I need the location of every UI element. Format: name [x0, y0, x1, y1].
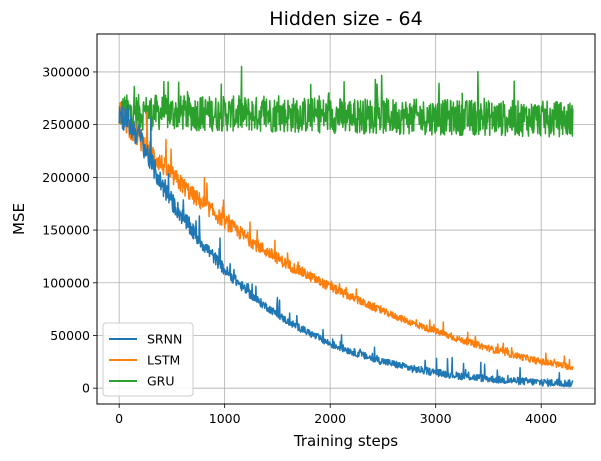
y-tick-label: 150000	[42, 223, 90, 238]
x-tick-label: 1000	[209, 411, 241, 426]
y-tick-label: 300000	[42, 64, 90, 79]
y-tick-label: 0	[82, 381, 90, 396]
chart-title: Hidden size - 64	[269, 8, 422, 30]
x-tick-label: 2000	[314, 411, 346, 426]
legend-label-lstm: LSTM	[147, 353, 180, 368]
y-axis-label: MSE	[10, 203, 28, 235]
x-tick-label: 3000	[420, 411, 452, 426]
y-tick-label: 200000	[42, 170, 90, 185]
y-tick-label: 50000	[50, 328, 90, 343]
plot-frame	[96, 33, 596, 405]
x-tick-label: 0	[115, 411, 123, 426]
legend-label-srnn: SRNN	[147, 332, 182, 347]
legend-box	[102, 322, 194, 397]
y-axis: 0 50000 100000 150000 200000 250000 300000	[42, 64, 97, 396]
series-line-srnn	[118, 104, 574, 388]
x-axis-label: Training steps	[293, 432, 398, 450]
series-line-gru	[118, 65, 574, 138]
plot-area	[118, 65, 574, 388]
legend: SRNN LSTM GRU	[102, 322, 194, 397]
y-tick-label: 100000	[42, 275, 90, 290]
x-axis: 0 1000 2000 3000 4000	[115, 404, 557, 426]
legend-label-gru: GRU	[147, 374, 175, 389]
series-line-lstm	[118, 101, 574, 371]
x-tick-label: 4000	[525, 411, 557, 426]
y-tick-label: 250000	[42, 117, 90, 132]
